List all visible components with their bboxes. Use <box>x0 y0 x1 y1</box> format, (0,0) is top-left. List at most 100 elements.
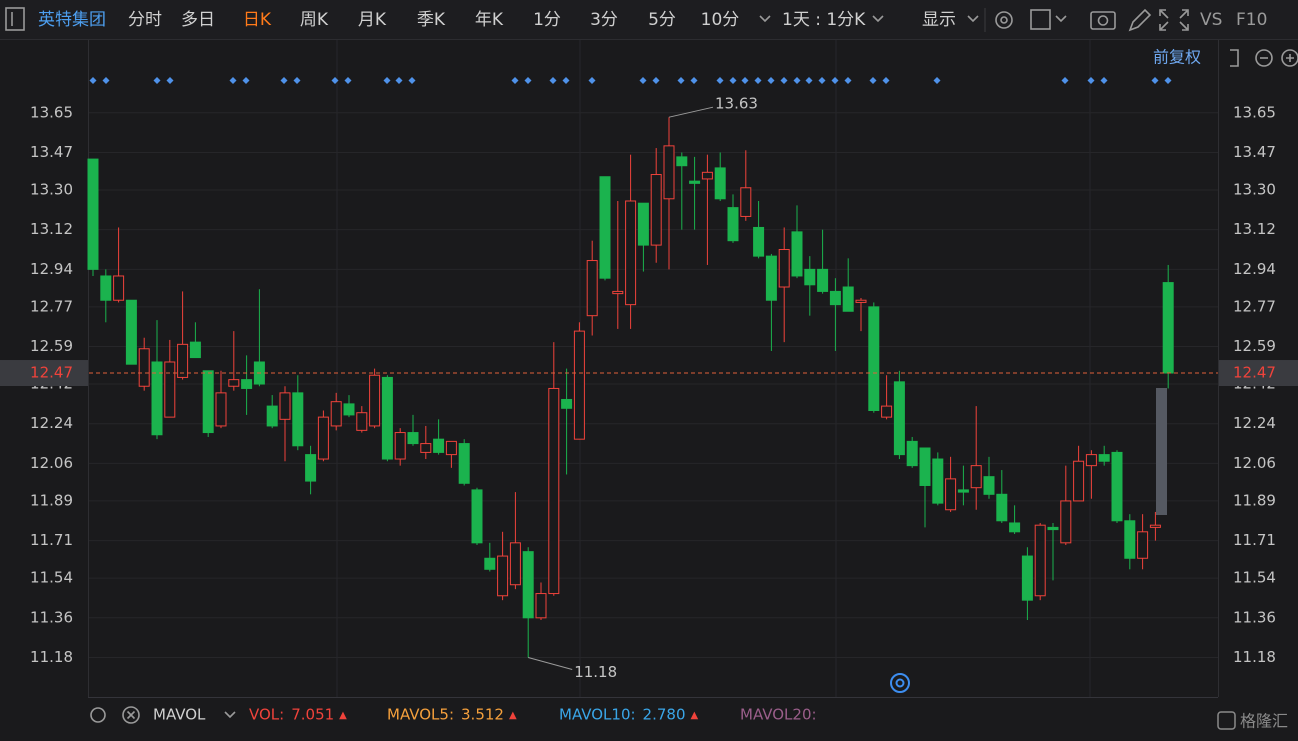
indicator-close[interactable] <box>122 706 140 724</box>
period-select[interactable]: 1天 : 1分K <box>782 10 866 30</box>
event-marker[interactable] <box>242 77 250 84</box>
candle-body <box>637 202 649 246</box>
candle-body <box>957 489 969 493</box>
candle-body <box>842 286 854 312</box>
period-tab[interactable]: 日K <box>243 10 272 30</box>
event-marker[interactable] <box>716 77 724 84</box>
period-tab[interactable]: 月K <box>358 10 387 30</box>
indicator-settings[interactable] <box>90 707 106 723</box>
y-tick-label: 13.30 <box>30 180 73 198</box>
candle-body <box>893 381 905 456</box>
event-marker[interactable] <box>729 77 737 84</box>
event-marker[interactable] <box>652 77 660 84</box>
event-marker[interactable] <box>754 77 762 84</box>
event-marker[interactable] <box>293 77 301 84</box>
candle-body <box>484 557 496 570</box>
candle-body <box>356 412 368 431</box>
event-marker[interactable] <box>588 77 596 84</box>
event-marker[interactable] <box>1087 77 1095 84</box>
locate-icon-core <box>895 678 905 688</box>
period-tab[interactable]: 周K <box>300 10 329 30</box>
camera-icon[interactable] <box>1090 11 1116 30</box>
adjust-mode[interactable]: 前复权 <box>1153 48 1201 67</box>
period-tab[interactable]: 10分 <box>701 10 740 30</box>
display-menu[interactable]: 显示 <box>922 10 956 30</box>
draw-icon[interactable] <box>1128 8 1152 32</box>
candle-body <box>420 443 432 453</box>
event-marker[interactable] <box>933 77 941 84</box>
event-marker[interactable] <box>1061 77 1069 84</box>
event-marker[interactable] <box>524 77 532 84</box>
event-marker[interactable] <box>844 77 852 84</box>
event-marker[interactable] <box>1151 77 1159 84</box>
zoom-out[interactable] <box>1255 49 1273 67</box>
period-tab[interactable]: 多日 <box>181 10 215 30</box>
sidebar-toggle[interactable] <box>5 7 25 31</box>
event-marker[interactable] <box>805 77 813 84</box>
indicator-name[interactable]: MAVOL <box>153 706 206 724</box>
event-marker[interactable] <box>383 77 391 84</box>
event-marker[interactable] <box>767 77 775 84</box>
candle-body <box>381 376 393 460</box>
last-price-label: 12.47 <box>30 364 73 382</box>
candle-body <box>151 361 163 436</box>
y-tick-label: 13.65 <box>30 103 73 121</box>
event-marker[interactable] <box>831 77 839 84</box>
more-arrow[interactable] <box>759 15 771 23</box>
event-marker[interactable] <box>793 77 801 84</box>
f10-button[interactable]: F10 <box>1236 10 1267 30</box>
zoom-in[interactable] <box>1281 49 1298 67</box>
candle-body <box>1047 526 1059 531</box>
event-marker[interactable] <box>639 77 647 84</box>
locate-icon[interactable] <box>890 673 910 693</box>
event-marker[interactable] <box>408 77 416 84</box>
indicator-arrow: ▲ <box>691 710 699 721</box>
event-marker[interactable] <box>344 77 352 84</box>
settings-icon[interactable] <box>995 11 1013 29</box>
event-marker[interactable] <box>562 77 570 84</box>
indicator-value: 2.780 <box>643 706 686 724</box>
event-marker[interactable] <box>677 77 685 84</box>
event-marker[interactable] <box>511 77 519 84</box>
period-tab[interactable]: 季K <box>417 10 446 30</box>
event-marker[interactable] <box>869 77 877 84</box>
candle-body <box>1060 500 1072 544</box>
event-marker[interactable] <box>395 77 403 84</box>
event-marker[interactable] <box>89 77 97 84</box>
event-marker[interactable] <box>280 77 288 84</box>
candle-body <box>1149 524 1161 528</box>
indicator-arrow[interactable] <box>224 711 236 719</box>
period-tab[interactable]: 1分 <box>533 10 561 30</box>
event-marker[interactable] <box>549 77 557 84</box>
period-tab[interactable]: 分时 <box>128 10 162 30</box>
event-marker[interactable] <box>331 77 339 84</box>
event-marker[interactable] <box>882 77 890 84</box>
event-marker[interactable] <box>690 77 698 84</box>
stock-name[interactable]: 英特集团 <box>38 10 106 30</box>
event-marker[interactable] <box>1164 77 1172 84</box>
event-marker[interactable] <box>1100 77 1108 84</box>
event-marker[interactable] <box>102 77 110 84</box>
event-marker[interactable] <box>741 77 749 84</box>
event-marker[interactable] <box>166 77 174 84</box>
event-marker[interactable] <box>818 77 826 84</box>
candle-body <box>791 231 803 277</box>
candle-body <box>932 458 944 504</box>
event-marker[interactable] <box>153 77 161 84</box>
period-tab[interactable]: 3分 <box>590 10 618 30</box>
candle-body <box>714 167 726 200</box>
reset-icon[interactable] <box>1230 49 1239 67</box>
period-tab[interactable]: 年K <box>475 10 504 30</box>
vs-button[interactable]: VS <box>1200 10 1222 30</box>
event-marker[interactable] <box>229 77 237 84</box>
fullscreen-icon[interactable] <box>1159 9 1189 31</box>
box-icon[interactable] <box>1030 9 1051 30</box>
event-marker[interactable] <box>780 77 788 84</box>
candle-body <box>1162 282 1174 374</box>
period-tab[interactable]: 5分 <box>648 10 676 30</box>
y-tick-label-right: 11.36 <box>1233 608 1276 626</box>
y-tick-label: 11.71 <box>30 531 73 549</box>
candle-body <box>458 443 470 484</box>
